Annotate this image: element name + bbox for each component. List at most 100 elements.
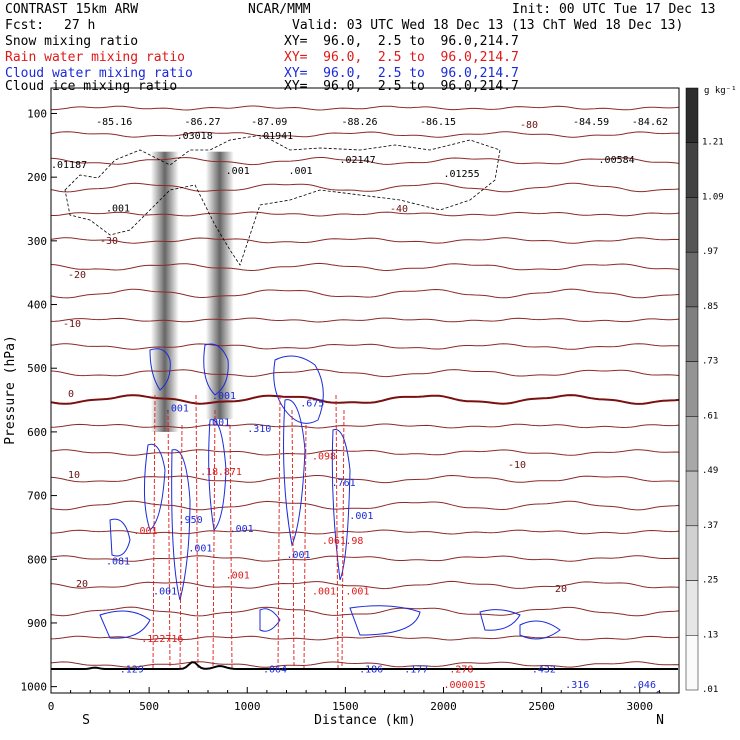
extremum-label: -86.15 xyxy=(420,117,456,128)
field-snow-label: Snow mixing ratio xyxy=(5,34,139,49)
cloud-water-contour xyxy=(349,605,421,636)
rain-water-contour xyxy=(335,394,339,669)
temperature-contour-label: 0 xyxy=(68,389,74,400)
cloud-water-contour xyxy=(273,355,324,424)
rain-water-contour xyxy=(303,424,307,669)
extremum-label: .001 xyxy=(206,418,230,429)
extremum-label: .675 xyxy=(300,398,324,409)
colorbar-label: .01 xyxy=(702,685,718,695)
cloud-water-contour xyxy=(519,620,561,640)
field-cloudice-label: Cloud ice mixing ratio xyxy=(5,79,178,94)
forecast-label: Fcst: xyxy=(5,18,45,33)
extremum-label: -86.27 xyxy=(184,117,220,128)
temperature-contour xyxy=(51,317,679,323)
colorbar-swatch xyxy=(685,416,699,472)
temperature-contour-label: 10 xyxy=(68,470,80,481)
temperature-contour xyxy=(51,606,679,617)
temperature-contour xyxy=(51,343,679,350)
field-cloudwater-label: Cloud water mixing ratio xyxy=(5,66,193,81)
x-tick-label: 500 xyxy=(139,700,159,713)
extremum-label: .871 xyxy=(218,467,242,478)
field-snow-xy: XY= 96.0, 2.5 to 96.0,214.7 xyxy=(284,34,519,49)
colorbar-label: .13 xyxy=(702,630,718,640)
field-cloudwater-xy: XY= 96.0, 2.5 to 96.0,214.7 xyxy=(284,66,519,81)
extremum-label: .01255 xyxy=(444,169,480,180)
colorbar-label: .85 xyxy=(702,302,718,312)
field-rain-xy: XY= 96.0, 2.5 to 96.0,214.7 xyxy=(284,50,519,65)
extremum-label: .001 xyxy=(106,204,130,215)
x-tick-label: 3000 xyxy=(627,700,654,713)
extremum-label: .001 xyxy=(349,511,373,522)
colorbar-label: .49 xyxy=(702,466,718,476)
extremum-label: .001 xyxy=(226,166,250,177)
colorbar-swatch xyxy=(685,306,699,362)
extremum-label: .001 xyxy=(287,550,311,561)
center-label: NCAR/MMM xyxy=(248,2,311,17)
y-tick-label: 700 xyxy=(27,490,47,503)
colorbar-swatch xyxy=(685,635,699,691)
rain-water-contour xyxy=(229,424,233,669)
x-tick-label: 0 xyxy=(48,700,55,713)
extremum-label: .761 xyxy=(332,478,356,489)
rain-water-contour xyxy=(152,394,156,669)
extremum-label: .129 xyxy=(120,665,144,676)
y-tick-label: 400 xyxy=(27,299,47,312)
extremum-label: .061 xyxy=(322,536,346,547)
extremum-label: .001 xyxy=(230,524,254,535)
extremum-label: .001 xyxy=(212,391,236,402)
x-tick-label: 2500 xyxy=(528,700,555,713)
rain-water-contour xyxy=(212,409,216,669)
y-tick-label: 900 xyxy=(27,617,47,630)
field-rain-label: Rain water mixing ratio xyxy=(5,50,186,65)
rain-water-contour xyxy=(277,394,281,669)
extremum-label: .03018 xyxy=(177,131,213,142)
y-tick-label: 500 xyxy=(27,362,47,375)
extremum-label: .064 xyxy=(263,665,287,676)
colorbar-unit: g kg⁻¹ xyxy=(704,86,737,96)
extremum-label: -84.62 xyxy=(632,117,668,128)
temperature-contour-label: -10 xyxy=(63,319,81,330)
cloud-water-contour xyxy=(99,610,151,639)
temperature-contour xyxy=(51,157,679,166)
extremum-label: .000015 xyxy=(444,680,486,691)
temperature-contour xyxy=(51,182,679,193)
extremum-label: .186 xyxy=(359,665,383,676)
rain-water-contour xyxy=(341,409,345,669)
extremum-label: .432 xyxy=(532,665,556,676)
extremum-label: .122716 xyxy=(141,634,183,645)
cloud-water-contour xyxy=(171,449,191,601)
left-endpoint-label: S xyxy=(82,713,90,728)
extremum-label: .001 xyxy=(153,586,177,597)
colorbar-swatch xyxy=(685,470,699,527)
temperature-contour-label: 20 xyxy=(555,584,567,595)
colorbar: 1.21 1.09 .97 .85 .73 .61 .49 .37 .25 .13 .01 xyxy=(685,87,724,695)
extremum-label: .001 xyxy=(283,698,307,709)
cloud-water-contour xyxy=(331,429,351,581)
temperature-contour-label: -10 xyxy=(508,460,526,471)
temperature-contour xyxy=(51,262,679,272)
extremum-label: .098 xyxy=(312,451,336,462)
temperature-contour xyxy=(51,555,679,562)
snow-band xyxy=(205,151,234,420)
extremum-label: .001 xyxy=(226,570,250,581)
extremum-label: .98 xyxy=(345,536,363,547)
extremum-label: .310 xyxy=(247,424,271,435)
extremum-label: .316 xyxy=(565,680,589,691)
y-tick-label: 300 xyxy=(27,235,47,248)
cloud-water-contour xyxy=(208,419,227,532)
extremum-label: -87.09 xyxy=(251,117,287,128)
temperature-contour xyxy=(51,474,679,484)
colorbar-swatch xyxy=(685,142,699,198)
colorbar-label: 1.09 xyxy=(702,192,724,202)
extremum-label: .001 xyxy=(165,404,189,415)
temperature-contour-label: -40 xyxy=(390,204,408,215)
colorbar-swatch xyxy=(685,251,699,308)
init-time: Init: 00 UTC Tue 17 Dec 13 xyxy=(512,2,716,17)
temperature-contour xyxy=(51,237,679,244)
temperature-contour xyxy=(51,449,679,456)
temperature-contour xyxy=(51,131,679,138)
cloud-ice-contour xyxy=(64,134,501,266)
temperature-contour xyxy=(51,105,679,111)
cloud-water-contour xyxy=(479,609,521,631)
extremum-label: .01187 xyxy=(51,160,87,171)
